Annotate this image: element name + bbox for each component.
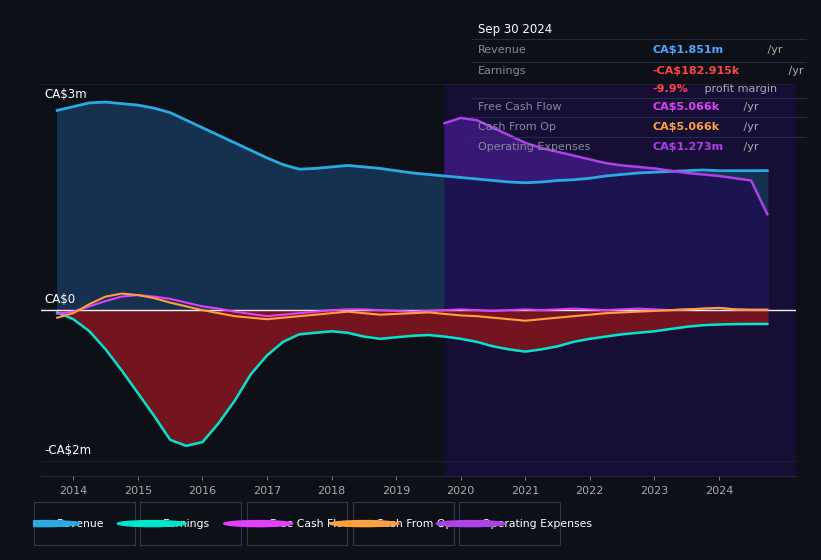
Text: CA$5.066k: CA$5.066k bbox=[653, 102, 719, 112]
Circle shape bbox=[436, 521, 505, 526]
Text: CA$3m: CA$3m bbox=[45, 88, 88, 101]
Text: /yr: /yr bbox=[740, 102, 758, 112]
Text: Revenue: Revenue bbox=[57, 519, 104, 529]
Text: CA$1.273m: CA$1.273m bbox=[653, 142, 723, 152]
Text: Earnings: Earnings bbox=[163, 519, 210, 529]
Text: Cash From Op: Cash From Op bbox=[376, 519, 452, 529]
Text: Operating Expenses: Operating Expenses bbox=[478, 142, 590, 152]
Circle shape bbox=[117, 521, 186, 526]
Text: Free Cash Flow: Free Cash Flow bbox=[478, 102, 562, 112]
Text: CA$0: CA$0 bbox=[45, 293, 76, 306]
Bar bbox=[444, 84, 796, 476]
Text: /yr: /yr bbox=[740, 122, 758, 132]
Text: Sep 30 2024: Sep 30 2024 bbox=[478, 22, 552, 35]
Text: Free Cash Flow: Free Cash Flow bbox=[269, 519, 351, 529]
Text: Earnings: Earnings bbox=[478, 66, 526, 76]
Text: -CA$2m: -CA$2m bbox=[45, 444, 92, 457]
Text: CA$1.851m: CA$1.851m bbox=[653, 45, 723, 55]
Circle shape bbox=[330, 521, 399, 526]
Text: -9.9%: -9.9% bbox=[653, 84, 688, 94]
Text: /yr: /yr bbox=[740, 142, 758, 152]
Circle shape bbox=[11, 521, 80, 526]
Text: -CA$182.915k: -CA$182.915k bbox=[653, 66, 740, 76]
Text: Cash From Op: Cash From Op bbox=[478, 122, 556, 132]
Text: Revenue: Revenue bbox=[478, 45, 526, 55]
Text: profit margin: profit margin bbox=[701, 84, 777, 94]
Text: /yr: /yr bbox=[764, 45, 782, 55]
Text: /yr: /yr bbox=[785, 66, 804, 76]
Text: CA$5.066k: CA$5.066k bbox=[653, 122, 719, 132]
Circle shape bbox=[223, 521, 292, 526]
Text: Operating Expenses: Operating Expenses bbox=[482, 519, 592, 529]
